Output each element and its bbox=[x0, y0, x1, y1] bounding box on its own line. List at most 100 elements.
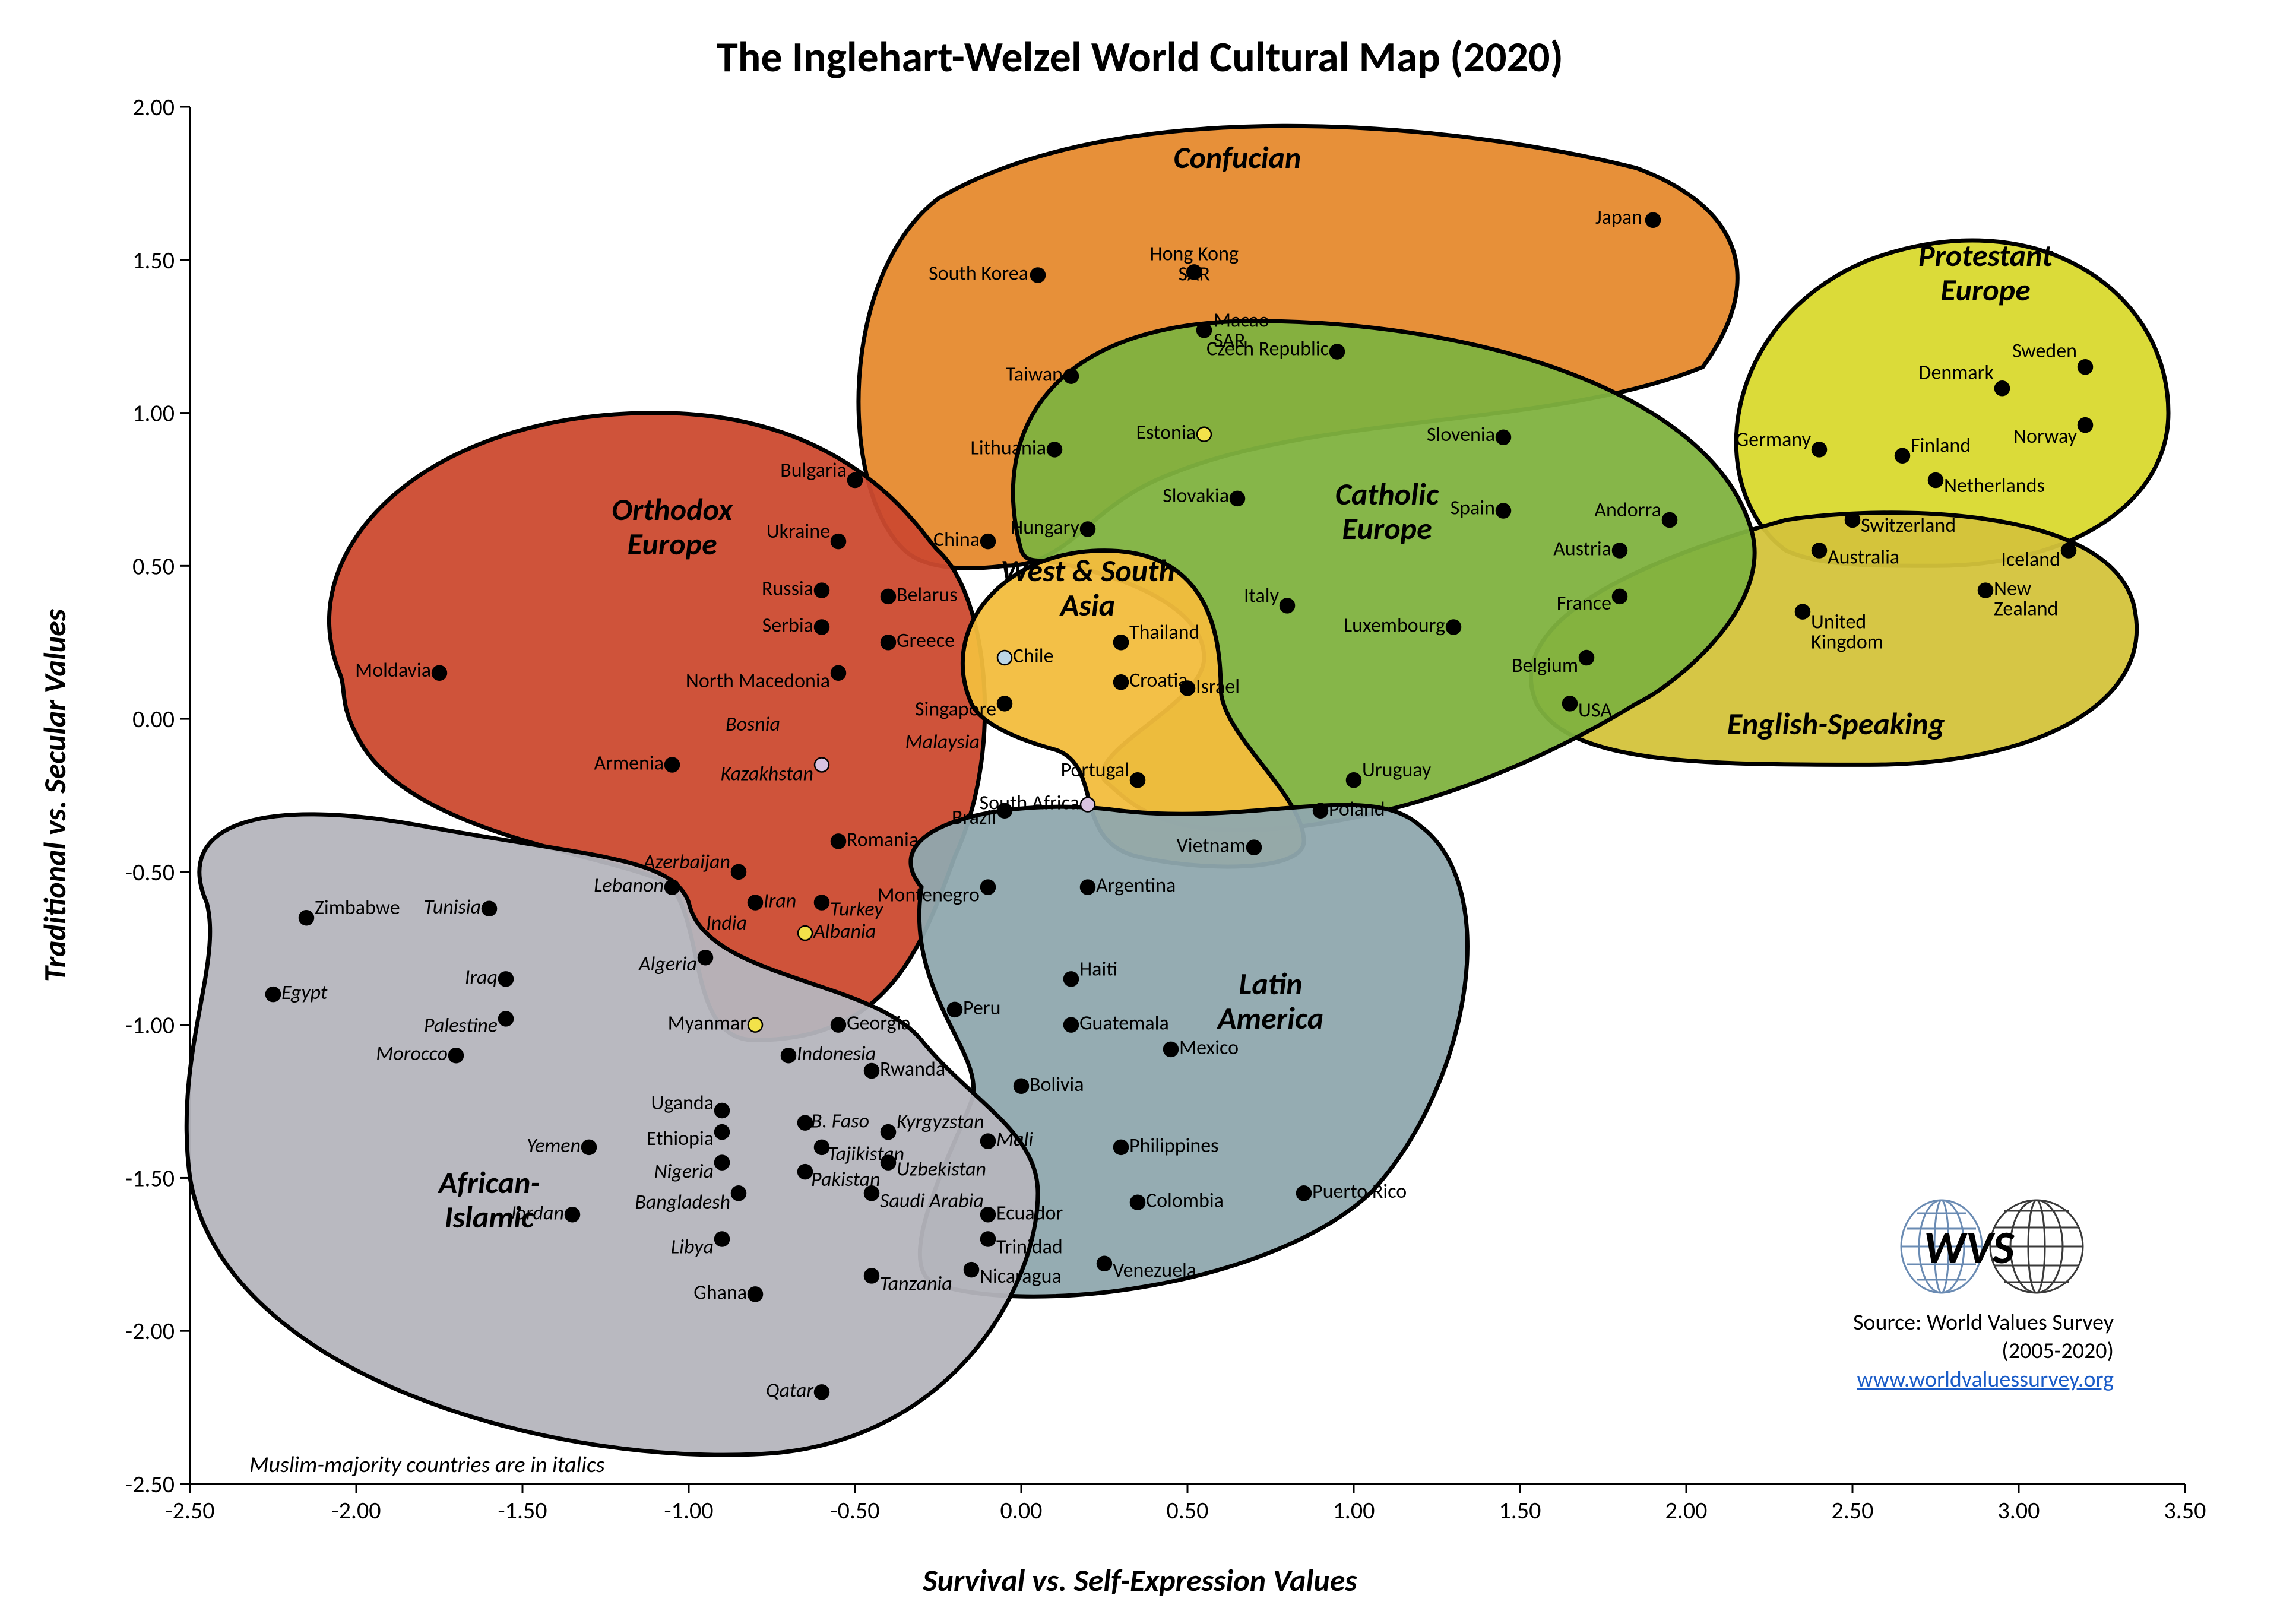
country-point bbox=[715, 1232, 729, 1246]
country-point bbox=[1064, 972, 1078, 986]
country-label: Ukraine bbox=[767, 519, 830, 544]
country-point bbox=[815, 757, 829, 772]
country-point bbox=[831, 534, 846, 548]
country-label: Spain bbox=[1451, 496, 1495, 521]
country-label: Croatia bbox=[1129, 668, 1188, 693]
y-tick-label: 1.50 bbox=[132, 246, 175, 275]
country-point bbox=[732, 865, 746, 879]
country-point bbox=[482, 902, 496, 916]
country-label: Australia bbox=[1828, 545, 1899, 570]
country-point bbox=[1613, 589, 1627, 604]
country-label: Ecuador bbox=[996, 1201, 1063, 1225]
country-label: Egypt bbox=[281, 981, 328, 1005]
country-point bbox=[1047, 442, 1062, 456]
country-point bbox=[831, 834, 846, 848]
country-label: Thailand bbox=[1129, 620, 1199, 645]
country-label: Armenia bbox=[594, 751, 664, 775]
country-label: Uruguay bbox=[1362, 758, 1432, 782]
country-label: Czech Republic bbox=[1206, 337, 1329, 361]
country-point bbox=[1563, 696, 1577, 710]
cluster-label-catholic: Catholic bbox=[1335, 475, 1439, 513]
y-tick-label: -2.50 bbox=[125, 1470, 175, 1499]
source-link[interactable]: www.worldvaluessurvey.org bbox=[1857, 1366, 2114, 1393]
source-line-2: (2005-2020) bbox=[2002, 1337, 2114, 1365]
country-point bbox=[1247, 840, 1261, 855]
country-point bbox=[1130, 1195, 1145, 1210]
country-point bbox=[1796, 605, 1810, 619]
country-point bbox=[981, 1232, 995, 1246]
country-label: Lebanon bbox=[594, 874, 664, 898]
cluster-regions bbox=[186, 126, 2168, 1455]
country-label: Chile bbox=[1013, 644, 1054, 668]
country-label: Norway bbox=[2013, 424, 2077, 449]
cluster-label-latin: Latin bbox=[1239, 965, 1302, 1003]
country-point bbox=[1031, 268, 1045, 283]
country-label: Austria bbox=[1553, 537, 1611, 562]
y-tick-label: -2.00 bbox=[125, 1317, 175, 1346]
country-label: Italy bbox=[1244, 583, 1280, 608]
country-point bbox=[815, 583, 829, 598]
x-tick-label: 3.00 bbox=[1998, 1496, 2040, 1525]
cultural-map-chart: The Inglehart-Welzel World Cultural Map … bbox=[0, 0, 2280, 1624]
country-point bbox=[864, 1186, 879, 1200]
country-point bbox=[715, 1125, 729, 1139]
country-point bbox=[998, 804, 1012, 818]
country-point bbox=[1097, 1257, 1112, 1271]
country-point bbox=[831, 666, 846, 680]
country-point bbox=[499, 1011, 513, 1026]
country-label: Mali bbox=[996, 1128, 1033, 1152]
country-label: Kazakhstan bbox=[721, 762, 813, 786]
logo-text: WVS bbox=[1924, 1219, 2015, 1276]
country-label: Bolivia bbox=[1030, 1073, 1084, 1097]
country-point bbox=[1812, 442, 1826, 456]
country-label: France bbox=[1557, 591, 1611, 616]
country-label: Vietnam bbox=[1176, 834, 1246, 858]
country-point bbox=[665, 757, 679, 772]
country-point bbox=[499, 972, 513, 986]
country-label: Hungary bbox=[1011, 515, 1080, 540]
country-label: Nicaragua bbox=[980, 1264, 1062, 1289]
country-point bbox=[1230, 491, 1244, 506]
country-point bbox=[981, 1134, 995, 1149]
country-label: Myanmar bbox=[668, 1011, 748, 1036]
country-point bbox=[748, 1018, 762, 1032]
cluster-label-protestant: Protestant bbox=[1918, 236, 2053, 274]
country-point bbox=[1928, 473, 1943, 487]
cluster-label-catholic: Europe bbox=[1342, 509, 1432, 547]
country-point bbox=[732, 1186, 746, 1200]
country-point bbox=[981, 534, 995, 548]
country-point bbox=[1978, 583, 1993, 598]
country-point bbox=[964, 1263, 978, 1277]
country-point bbox=[1845, 513, 1860, 527]
country-label: Turkey bbox=[830, 897, 884, 921]
country-label: Luxembourg bbox=[1344, 613, 1445, 637]
country-label: Moldavia bbox=[355, 658, 431, 683]
country-label: Sweden bbox=[2012, 339, 2077, 363]
country-label: Portugal bbox=[1061, 758, 1129, 782]
country-label: Colombia bbox=[1146, 1189, 1224, 1213]
country-point bbox=[1297, 1186, 1311, 1200]
country-point bbox=[449, 1048, 463, 1062]
country-label: Bosnia bbox=[726, 712, 780, 737]
country-point bbox=[1895, 449, 1910, 463]
country-point bbox=[1330, 344, 1344, 359]
country-label: Nigeria bbox=[654, 1160, 714, 1184]
country-label: Romania bbox=[847, 827, 919, 852]
country-point bbox=[715, 1103, 729, 1118]
country-label: India bbox=[706, 911, 747, 935]
country-point bbox=[1496, 504, 1510, 518]
country-point bbox=[1313, 804, 1328, 818]
cluster-label-westsouthasia: West & South bbox=[1000, 551, 1174, 589]
y-tick-label: 0.50 bbox=[132, 551, 175, 581]
x-tick-label: 2.00 bbox=[1665, 1496, 1708, 1525]
country-label: Serbia bbox=[762, 613, 813, 637]
country-label: USA bbox=[1578, 698, 1612, 722]
country-point bbox=[2078, 418, 2092, 432]
country-point bbox=[1164, 1042, 1178, 1057]
country-point bbox=[798, 1116, 812, 1130]
country-label: North Macedonia bbox=[686, 669, 830, 693]
x-tick-label: -1.50 bbox=[498, 1496, 547, 1525]
x-tick-label: 0.50 bbox=[1167, 1496, 1209, 1525]
country-label: Philippines bbox=[1129, 1134, 1218, 1158]
country-label: Andorra bbox=[1594, 498, 1661, 522]
